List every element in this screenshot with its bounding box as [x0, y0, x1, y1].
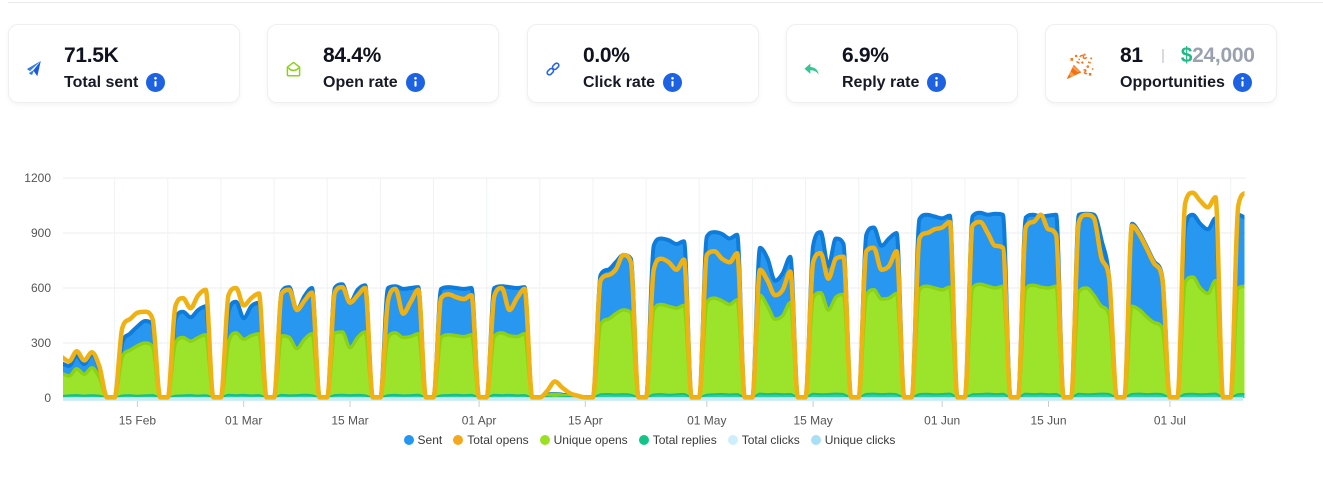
svg-text:15 Feb: 15 Feb [119, 414, 157, 428]
svg-text:01 Apr: 01 Apr [462, 414, 497, 428]
svg-text:1200: 1200 [24, 171, 51, 185]
svg-text:300: 300 [31, 336, 51, 350]
svg-text:0: 0 [44, 391, 51, 405]
svg-text:15 Apr: 15 Apr [568, 414, 603, 428]
svg-text:15 Jun: 15 Jun [1030, 414, 1066, 428]
svg-text:01 Mar: 01 Mar [225, 414, 262, 428]
svg-text:600: 600 [31, 281, 51, 295]
svg-text:01 May: 01 May [687, 414, 726, 428]
svg-text:900: 900 [31, 226, 51, 240]
svg-text:01 Jul: 01 Jul [1154, 414, 1186, 428]
svg-text:15 May: 15 May [793, 414, 832, 428]
svg-text:01 Jun: 01 Jun [924, 414, 960, 428]
svg-text:15 Mar: 15 Mar [331, 414, 368, 428]
